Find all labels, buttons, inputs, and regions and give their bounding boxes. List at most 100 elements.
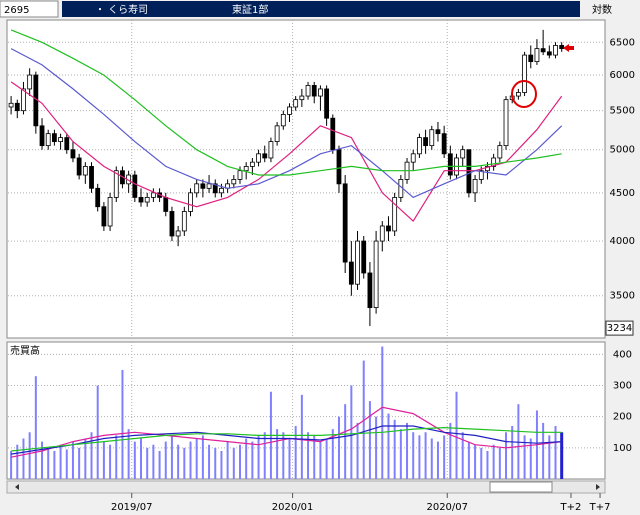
candle-body — [150, 192, 156, 198]
volume-bar — [307, 432, 310, 479]
volume-bar — [288, 438, 291, 479]
volume-bar — [133, 441, 136, 479]
volume-bar — [78, 447, 81, 479]
candle-body — [287, 106, 292, 115]
volume-bar — [436, 441, 439, 479]
volume-bar — [34, 376, 37, 479]
price-marker-label: 3234 — [607, 323, 632, 334]
volume-bar — [492, 444, 495, 479]
candle-body — [169, 211, 175, 237]
candle-body — [546, 51, 552, 56]
volume-panel — [6, 341, 606, 480]
candle-body — [528, 54, 534, 63]
candle-body — [441, 133, 447, 155]
candle-body — [417, 137, 422, 155]
stock-name: ・ くら寿司 — [95, 3, 148, 16]
volume-bar — [263, 432, 266, 479]
volume-bar — [282, 432, 285, 479]
candle-body — [144, 197, 150, 203]
scroll-left[interactable] — [15, 484, 19, 490]
candle-body — [51, 133, 57, 142]
candle-body — [95, 187, 101, 208]
candle-body — [268, 141, 274, 159]
scroll-thumb[interactable] — [489, 481, 553, 493]
candle-body — [336, 149, 342, 185]
candle-body — [324, 88, 330, 119]
candle-body — [348, 261, 354, 285]
candle-body — [21, 88, 26, 112]
candle-body — [355, 240, 360, 285]
candle-body — [39, 125, 45, 147]
candle-body — [101, 206, 107, 227]
candle-body — [188, 192, 193, 212]
price-marker-box — [605, 320, 634, 336]
candle-body — [64, 137, 70, 151]
candle-body — [237, 170, 243, 180]
x-tick-label: 2019/07 — [111, 502, 153, 513]
volume-bar — [319, 441, 322, 479]
x-tick-label: T+7 — [589, 502, 611, 513]
candle-body — [45, 133, 51, 147]
candle-body — [478, 170, 484, 180]
candle-body — [231, 179, 237, 185]
volume-bar — [121, 369, 124, 479]
volume-bar — [22, 438, 25, 479]
volume-bar — [325, 438, 328, 479]
y-tick-label: 5000 — [610, 145, 635, 156]
volume-bar — [560, 432, 564, 479]
candle-body — [181, 211, 187, 232]
volume-bar — [71, 441, 74, 479]
y-tick-label: 6000 — [610, 70, 635, 81]
candle-body — [534, 48, 540, 63]
volume-bar — [313, 435, 316, 479]
volume-bar — [53, 450, 56, 479]
candle-body — [472, 179, 478, 194]
candle-body — [262, 153, 268, 159]
candle-body — [58, 137, 63, 142]
scale-label: 対数 — [592, 3, 612, 16]
volume-bar — [300, 394, 303, 479]
candle-body — [163, 197, 169, 212]
volume-bar — [356, 422, 359, 479]
volume-bar — [257, 435, 260, 479]
candle-body — [200, 183, 206, 189]
volume-bar — [474, 444, 477, 479]
volume-bar — [350, 385, 353, 479]
volume-bar — [102, 441, 105, 479]
candle-body — [386, 225, 391, 232]
volume-bar — [115, 435, 118, 479]
volume-bar — [443, 435, 446, 479]
volume-bar — [412, 432, 415, 479]
scroll-right[interactable] — [596, 484, 600, 490]
price-panel — [6, 19, 606, 339]
volume-bar — [418, 435, 421, 479]
volume-bar — [65, 449, 68, 479]
volume-bar — [486, 450, 489, 479]
volume-bar — [28, 432, 31, 479]
candle-body — [553, 45, 558, 56]
candle-body — [361, 240, 367, 274]
volume-bar — [331, 429, 334, 479]
candle-body — [497, 145, 503, 159]
candle-body — [14, 102, 20, 112]
candle-body — [318, 88, 323, 97]
candle-body — [212, 183, 218, 194]
moving-average — [10, 29, 562, 176]
title-bar — [62, 1, 580, 17]
scrollbar[interactable] — [6, 480, 606, 494]
volume-bar — [152, 444, 155, 479]
volume-title: 売買高 — [10, 344, 40, 357]
volume-tick-label: 100 — [613, 443, 632, 454]
volume-bar — [238, 444, 241, 479]
volume-bar — [294, 426, 297, 479]
candle-body — [392, 197, 398, 232]
volume-moving-average — [11, 426, 562, 452]
candle-body — [293, 99, 299, 108]
volume-bar — [140, 438, 143, 479]
y-tick-label: 6500 — [610, 37, 635, 48]
candle-body — [70, 149, 76, 159]
volume-bar — [368, 401, 371, 479]
volume-bar — [381, 346, 384, 479]
volume-bar — [542, 422, 545, 479]
candle-body — [175, 230, 181, 237]
